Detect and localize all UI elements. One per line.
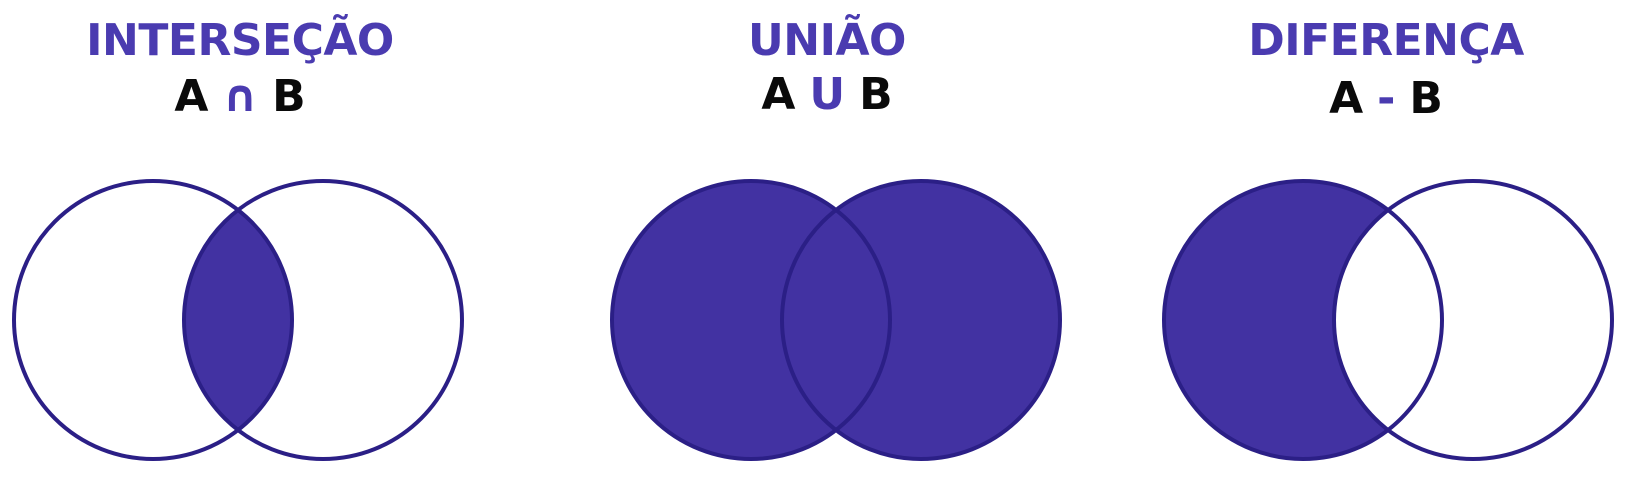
- union-operator: U: [809, 69, 846, 120]
- difference-panel: DIFERENÇA A-B: [1140, 0, 1626, 478]
- set-a-circle: [12, 179, 294, 461]
- set-a-label: A: [1329, 73, 1364, 124]
- set-b-label: B: [272, 71, 306, 122]
- intersection-title: INTERSEÇÃO: [86, 15, 394, 66]
- union-title: UNIÃO: [748, 15, 906, 66]
- set-a-circle: [610, 179, 892, 461]
- union-venn-diagram: [610, 179, 1062, 461]
- difference-venn-diagram: [1162, 179, 1614, 461]
- intersection-panel: INTERSEÇÃO A ∩ B: [0, 0, 480, 478]
- set-b-label: B: [1409, 73, 1443, 124]
- difference-title: DIFERENÇA: [1248, 15, 1524, 66]
- set-b-circle: [182, 179, 464, 461]
- set-b-label: B: [859, 69, 893, 120]
- set-a-label: A: [761, 69, 796, 120]
- intersection-venn-diagram: [12, 179, 464, 461]
- difference-shaded-region: [1164, 181, 1442, 459]
- set-a-circle: [1162, 179, 1444, 461]
- intersection-operator: ∩: [222, 71, 259, 122]
- union-shaded-region-b: [782, 181, 1060, 459]
- difference-formula: A-B: [1146, 74, 1626, 124]
- set-b-circle: [1332, 179, 1614, 461]
- difference-operator: -: [1377, 73, 1396, 124]
- intersection-formula: A ∩ B: [0, 72, 480, 122]
- intersection-shaded-region: [184, 181, 292, 459]
- set-a-label: A: [174, 71, 209, 122]
- set-b-circle: [780, 179, 1062, 461]
